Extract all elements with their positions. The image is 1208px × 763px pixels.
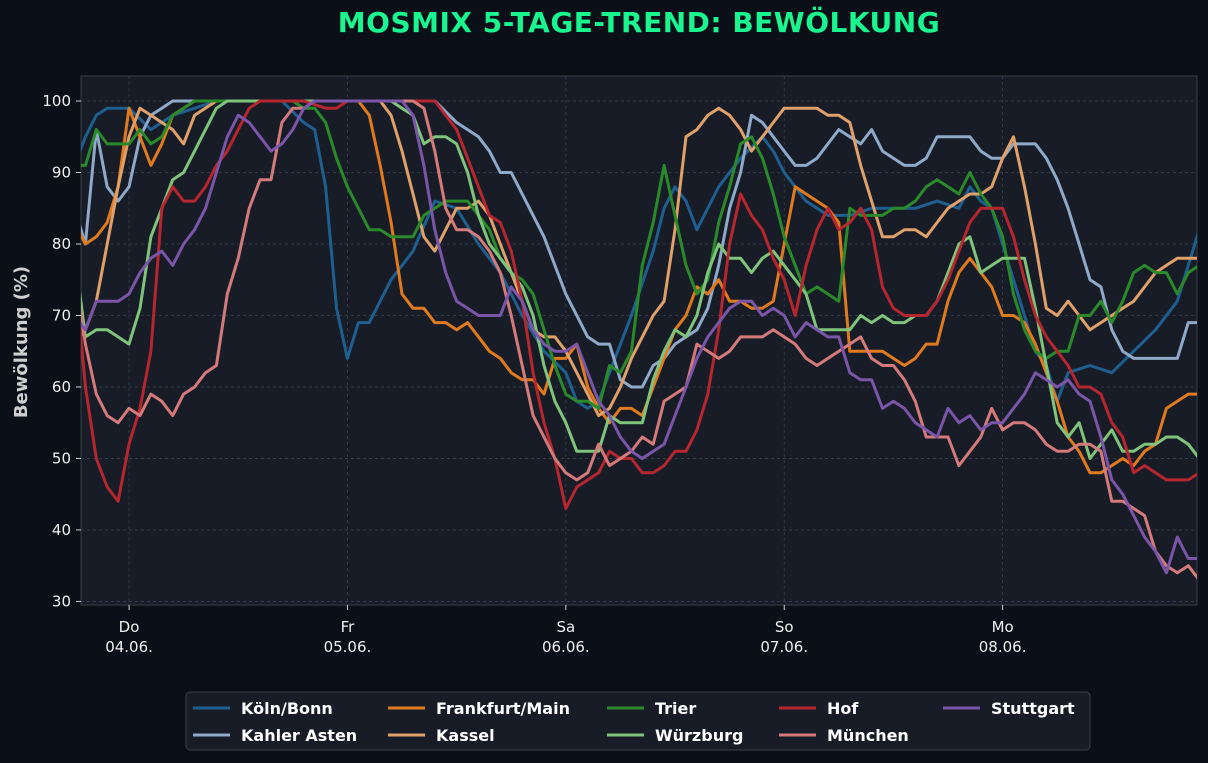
chart-title: MOSMIX 5-TAGE-TREND: BEWÖLKUNG	[337, 6, 941, 39]
legend-entry: Würzburg	[607, 726, 743, 745]
legend-entry: Trier	[607, 699, 696, 718]
x-tick-label-day: So	[775, 618, 794, 636]
series-line-münchen	[81, 99, 1197, 580]
y-tick-label: 70	[52, 306, 71, 324]
legend-label: Kahler Asten	[241, 726, 357, 745]
y-axis-label: Bewölkung (%)	[11, 266, 32, 418]
grid-lines	[81, 76, 1197, 605]
x-tick-label-date: 07.06.	[760, 638, 808, 656]
axes: 30 40 50 60 70 80 90 100 Do 04.06. Fr 05.06. Sa 06.06…	[42, 92, 1026, 656]
series-line-stuttgart	[81, 99, 1197, 575]
legend-label: Frankfurt/Main	[436, 699, 570, 718]
legend: Köln/Bonn Kahler Asten Frankfurt/Main Kasse…	[185, 691, 1091, 751]
legend-label: Würzburg	[655, 726, 743, 745]
x-tick-label-date: 05.06.	[324, 638, 372, 656]
x-tick-label-day: Fr	[341, 618, 356, 636]
x-tick-label-day: Sa	[556, 618, 575, 636]
legend-entry: Köln/Bonn	[193, 699, 333, 718]
y-tick-label: 90	[52, 164, 71, 182]
x-tick-label-day: Mo	[992, 618, 1014, 636]
x-tick-label-day: Do	[119, 618, 140, 636]
x-tick-label-date: 08.06.	[979, 638, 1027, 656]
legend-label: Trier	[655, 699, 696, 718]
legend-label: München	[827, 726, 909, 745]
x-tick-label-date: 06.06.	[542, 638, 590, 656]
legend-entry: Hof	[779, 699, 859, 718]
legend-label: Hof	[827, 699, 859, 718]
y-tick-label: 50	[52, 449, 71, 467]
legend-entry: Kassel	[388, 726, 495, 745]
y-tick-label: 30	[52, 592, 71, 610]
y-tick-label: 80	[52, 235, 71, 253]
legend-label: Köln/Bonn	[241, 699, 333, 718]
legend-entry: Kahler Asten	[193, 726, 357, 745]
legend-entry: Stuttgart	[943, 699, 1075, 718]
legend-entry: München	[779, 726, 909, 745]
x-tick-label-date: 04.06.	[105, 638, 153, 656]
y-tick-label: 100	[42, 92, 71, 110]
legend-label: Stuttgart	[991, 699, 1075, 718]
legend-label: Kassel	[436, 726, 495, 745]
series-lines	[81, 99, 1197, 580]
legend-entry: Frankfurt/Main	[388, 699, 570, 718]
y-tick-label: 60	[52, 378, 71, 396]
y-tick-label: 40	[52, 521, 71, 539]
series-line-hof	[81, 99, 1197, 510]
